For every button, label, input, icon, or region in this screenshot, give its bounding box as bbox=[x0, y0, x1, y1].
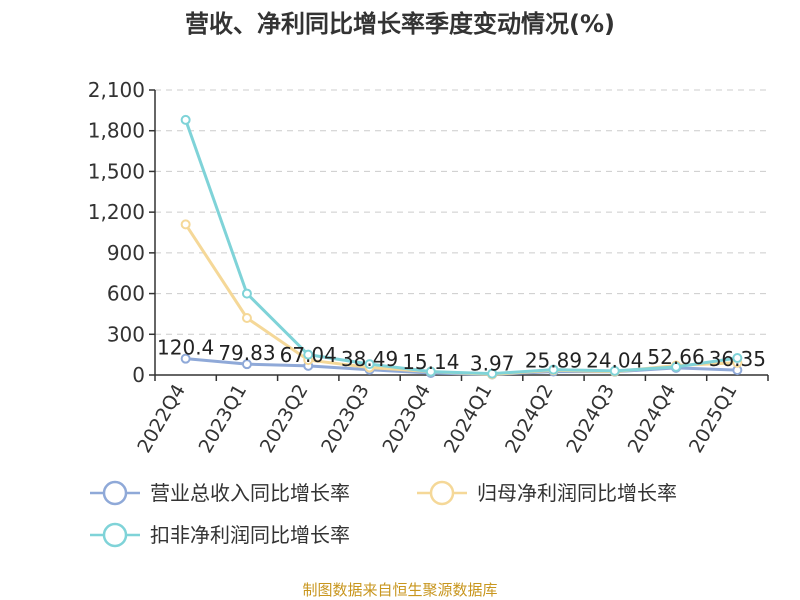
data-label: 120.4 bbox=[157, 336, 214, 360]
chart-title: 营收、净利同比增长率季度变动情况(%) bbox=[185, 10, 615, 38]
data-label: 52.66 bbox=[647, 345, 704, 369]
series-layer bbox=[180, 114, 743, 380]
x-tick-label: 2024Q4 bbox=[624, 381, 681, 457]
x-tick-label: 2024Q3 bbox=[562, 381, 619, 457]
y-tick-label: 1,200 bbox=[88, 200, 145, 224]
data-point[interactable] bbox=[241, 313, 252, 323]
legend-marker bbox=[429, 480, 455, 506]
y-tick-label: 0 bbox=[132, 363, 145, 387]
data-point[interactable] bbox=[303, 349, 314, 360]
legend-label: 营业总收入同比增长率 bbox=[150, 481, 350, 505]
data-point[interactable] bbox=[180, 353, 191, 364]
data-label: 36.35 bbox=[709, 347, 766, 371]
y-tick-label: 2,100 bbox=[88, 78, 145, 102]
legend-item-3[interactable]: 扣非净利润同比增长率 bbox=[90, 522, 350, 548]
legend-label: 扣非净利润同比增长率 bbox=[150, 523, 350, 547]
x-tick-label: 2023Q4 bbox=[378, 381, 435, 457]
data-label: 24.04 bbox=[586, 349, 643, 373]
legend-marker bbox=[102, 522, 128, 548]
data-labels: 120.4 79.83 67.04 38.49 15.14 3.97 25.89 24.04 5… bbox=[157, 336, 766, 376]
data-point[interactable] bbox=[609, 365, 620, 376]
data-point[interactable] bbox=[180, 219, 191, 230]
data-point[interactable] bbox=[671, 361, 682, 372]
x-tick-label: 2024Q2 bbox=[501, 381, 558, 457]
data-point[interactable] bbox=[241, 288, 252, 299]
x-tick-label: 2022Q4 bbox=[133, 381, 190, 457]
data-point[interactable] bbox=[241, 359, 252, 370]
data-label: 15.14 bbox=[402, 350, 459, 374]
data-point[interactable] bbox=[180, 114, 191, 125]
x-tick-label: 2025Q1 bbox=[685, 381, 742, 457]
data-point[interactable] bbox=[425, 366, 436, 377]
y-tick-label: 900 bbox=[107, 241, 145, 265]
legend-marker bbox=[102, 480, 128, 506]
y-tick-label: 600 bbox=[107, 282, 145, 306]
data-label: 3.97 bbox=[470, 351, 515, 375]
data-point[interactable] bbox=[364, 359, 375, 370]
y-tick-label: 300 bbox=[107, 322, 145, 346]
y-tick-label: 1,500 bbox=[88, 159, 145, 183]
source-note: 制图数据来自恒生聚源数据库 bbox=[302, 581, 497, 599]
data-point[interactable] bbox=[487, 368, 498, 379]
legend-item-1[interactable]: 营业总收入同比增长率 bbox=[90, 480, 350, 506]
legend-label: 归母净利润同比增长率 bbox=[477, 481, 677, 505]
grid bbox=[155, 89, 768, 335]
x-tick-label: 2023Q3 bbox=[317, 381, 374, 457]
y-tick-label: 1,800 bbox=[88, 119, 145, 143]
x-tick-label: 2023Q1 bbox=[195, 381, 252, 457]
x-tick-label: 2023Q2 bbox=[256, 381, 313, 457]
series-3 bbox=[180, 114, 743, 379]
data-label: 79.83 bbox=[218, 341, 275, 365]
data-label: 67.04 bbox=[280, 343, 337, 367]
legend-item-2[interactable]: 归母净利润同比增长率 bbox=[417, 480, 677, 506]
data-point[interactable] bbox=[548, 364, 559, 375]
data-label: 38.49 bbox=[341, 347, 398, 371]
data-point[interactable] bbox=[732, 353, 743, 364]
series-line bbox=[184, 119, 738, 376]
x-tick-label: 2024Q1 bbox=[440, 381, 497, 457]
data-label: 25.89 bbox=[525, 348, 582, 372]
